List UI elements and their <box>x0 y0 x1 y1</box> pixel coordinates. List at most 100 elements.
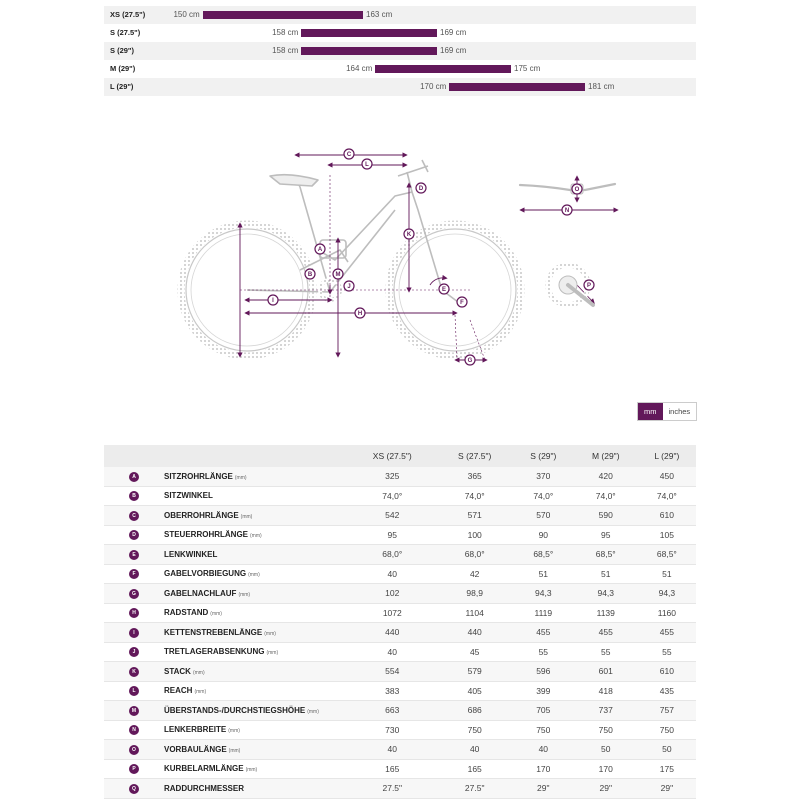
table-cell: 27.5" <box>436 778 513 799</box>
size-range-bar <box>449 83 585 91</box>
svg-text:F: F <box>460 300 464 306</box>
table-cell: 40 <box>436 739 513 760</box>
table-cell: 596 <box>512 661 574 682</box>
diagram-badge-a: A <box>314 243 326 255</box>
table-cell: 55 <box>637 642 696 662</box>
guide-lines <box>240 175 486 361</box>
size-row: S (29") 158 cm 169 cm <box>104 42 696 60</box>
table-row: L REACH (mm) 383 405 399 418 435 <box>104 681 696 701</box>
row-badge-cell: C <box>104 505 164 526</box>
table-cell: 50 <box>637 739 696 760</box>
row-label: GABELVORBIEGUNG (mm) <box>164 564 348 584</box>
row-badge-cell: J <box>104 642 164 662</box>
row-unit: (mm) <box>250 533 262 540</box>
table-cell: 440 <box>436 622 513 643</box>
svg-text:J: J <box>347 284 350 290</box>
table-cell: 175 <box>637 759 696 779</box>
row-badge-cell: E <box>104 544 164 565</box>
row-label: KETTENSTREBENLÄNGE (mm) <box>164 622 348 643</box>
row-unit: (mm) <box>266 650 279 657</box>
row-badge-cell: N <box>104 720 164 740</box>
row-badge-cell: K <box>104 661 164 682</box>
unit-inches-button[interactable]: inches <box>662 403 697 420</box>
table-cell: 27.5" <box>348 778 437 799</box>
size-min-height: 150 cm <box>173 10 200 19</box>
table-cell: 383 <box>348 681 437 701</box>
row-letter-badge: B <box>129 491 139 502</box>
row-badge-cell: L <box>104 681 164 701</box>
row-badge-cell: Q <box>104 778 164 799</box>
column-header: S (27.5") <box>436 445 513 467</box>
row-letter-badge: I <box>129 627 139 638</box>
row-label: REACH (mm) <box>164 681 348 701</box>
svg-text:G: G <box>468 358 473 364</box>
table-cell: 757 <box>637 700 696 721</box>
table-header-row: XS (27.5") S (27.5") S (29") M (29") L (… <box>104 445 696 467</box>
diagram-badge-i: I <box>267 294 279 306</box>
table-row: I KETTENSTREBENLÄNGE (mm) 440 440 455 455 455 <box>104 622 696 643</box>
table-cell: 51 <box>637 564 696 584</box>
size-min-height: 170 cm <box>420 82 447 91</box>
diagram-badge-g: G <box>464 354 476 366</box>
row-badge-cell: B <box>104 486 164 506</box>
svg-text:L: L <box>365 162 369 168</box>
row-unit: (mm) <box>307 708 319 715</box>
row-name: ÜBERSTANDS-/DURCHSTIEGSHÖHE <box>164 705 306 715</box>
row-label: LENKERBREITE (mm) <box>164 720 348 740</box>
table-cell: 750 <box>637 720 696 740</box>
size-range-bar <box>375 65 511 73</box>
table-cell: 601 <box>573 661 638 682</box>
table-cell: 1160 <box>637 603 696 623</box>
row-letter-badge: H <box>129 608 139 619</box>
diagram-badge-n: N <box>561 204 573 216</box>
diagram-letter-badges: A B C D E F G H I J K L M N O P <box>267 148 595 366</box>
row-unit: (mm) <box>240 513 253 520</box>
table-cell: 686 <box>436 700 513 721</box>
row-name: RADSTAND <box>164 608 209 618</box>
row-letter-badge: J <box>129 647 139 658</box>
svg-text:P: P <box>587 283 591 289</box>
table-cell: 170 <box>512 759 574 779</box>
row-unit: (mm) <box>192 669 205 676</box>
table-cell: 750 <box>512 720 574 740</box>
table-row: K STACK (mm) 554 579 596 601 610 <box>104 661 696 682</box>
table-cell: 51 <box>573 564 638 584</box>
unit-toggle[interactable]: mm inches <box>637 402 698 421</box>
row-letter-badge: C <box>129 510 139 521</box>
table-cell: 365 <box>436 467 513 487</box>
table-cell: 94,3 <box>512 583 574 604</box>
size-row: L (29") 170 cm 181 cm <box>104 78 696 96</box>
table-cell: 74,0° <box>573 486 638 506</box>
table-cell: 165 <box>436 759 513 779</box>
row-name: GABELNACHLAUF <box>164 588 237 598</box>
diagram-badge-l: L <box>361 158 373 170</box>
diagram-badge-c: C <box>343 148 355 160</box>
size-row: XS (27.5") 150 cm 163 cm <box>104 6 696 24</box>
row-unit: (mm) <box>238 591 251 598</box>
table-cell: 750 <box>573 720 638 740</box>
table-cell: 571 <box>436 505 513 526</box>
table-row: J TRETLAGERABSENKUNG (mm) 40 45 55 55 55 <box>104 642 696 662</box>
diagram-badge-k: K <box>403 228 415 240</box>
handlebar-icon <box>518 182 617 195</box>
row-unit: (mm) <box>228 728 240 735</box>
svg-text:B: B <box>308 272 313 278</box>
row-badge-cell: P <box>104 759 164 779</box>
table-row: M ÜBERSTANDS-/DURCHSTIEGSHÖHE (mm) 663 686 70… <box>104 700 696 721</box>
row-label: VORBAULÄNGE (mm) <box>164 739 348 760</box>
table-cell: 68,5° <box>637 544 696 565</box>
size-row: M (29") 164 cm 175 cm <box>104 60 696 78</box>
size-label: M (29") <box>110 64 136 73</box>
row-badge-cell: D <box>104 525 164 545</box>
row-name: SITZWINKEL <box>164 491 213 501</box>
table-row: B SITZWINKEL 74,0° 74,0° 74,0° 74,0° 74,0° <box>104 486 696 506</box>
diagram-badge-b: B <box>304 268 316 280</box>
unit-mm-button[interactable]: mm <box>638 403 663 420</box>
table-cell: 40 <box>512 739 574 760</box>
table-cell: 50 <box>573 739 638 760</box>
svg-text:N: N <box>565 208 569 214</box>
table-cell: 399 <box>512 681 574 701</box>
row-unit: (mm) <box>245 767 258 774</box>
row-label: RADSTAND (mm) <box>164 603 348 623</box>
size-label: S (29") <box>110 46 134 55</box>
